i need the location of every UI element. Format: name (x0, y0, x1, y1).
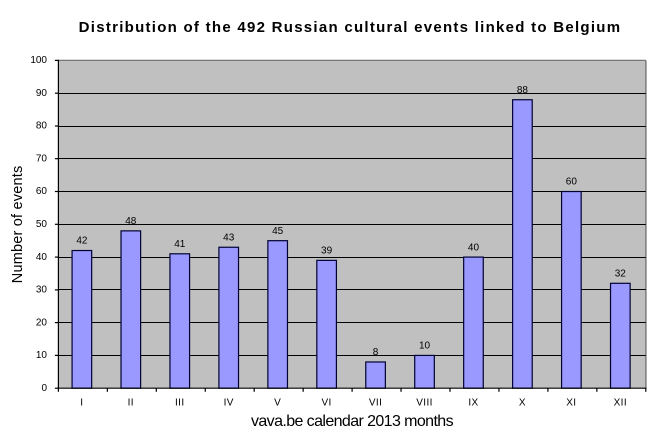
svg-text:VI: VI (321, 398, 331, 409)
svg-text:60: 60 (566, 177, 578, 188)
svg-text:Distribution of the 492 Russia: Distribution of the 492 Russian cultural… (79, 19, 622, 36)
svg-text:60: 60 (36, 186, 48, 197)
svg-text:39: 39 (321, 246, 333, 257)
svg-text:10: 10 (36, 350, 48, 361)
svg-text:32: 32 (615, 269, 627, 280)
svg-text:43: 43 (223, 232, 235, 243)
svg-text:XII: XII (614, 398, 627, 409)
svg-text:V: V (274, 398, 281, 409)
svg-text:45: 45 (272, 226, 284, 237)
svg-text:100: 100 (30, 55, 47, 66)
svg-text:20: 20 (36, 317, 48, 328)
svg-text:Number of events: Number of events (10, 166, 26, 284)
svg-text:VII: VII (369, 398, 382, 409)
svg-text:30: 30 (36, 285, 48, 296)
svg-text:88: 88 (517, 85, 529, 96)
svg-text:0: 0 (41, 383, 47, 394)
svg-text:40: 40 (36, 252, 48, 263)
svg-text:42: 42 (76, 236, 88, 247)
svg-text:X: X (519, 398, 526, 409)
svg-text:III: III (175, 398, 185, 409)
svg-text:50: 50 (36, 219, 48, 230)
svg-text:90: 90 (36, 88, 48, 99)
svg-text:41: 41 (174, 239, 186, 250)
svg-text:80: 80 (36, 121, 48, 132)
svg-text:XI: XI (566, 398, 576, 409)
svg-text:8: 8 (373, 347, 379, 358)
svg-text:48: 48 (125, 216, 137, 227)
svg-text:vava.be calendar 2013 months: vava.be calendar 2013 months (251, 413, 454, 430)
svg-text:I: I (80, 398, 83, 409)
svg-text:40: 40 (468, 242, 480, 253)
svg-text:IV: IV (224, 398, 234, 409)
svg-text:10: 10 (419, 341, 431, 352)
svg-text:IX: IX (468, 398, 478, 409)
svg-text:II: II (128, 398, 134, 409)
svg-text:VIII: VIII (416, 398, 433, 409)
svg-text:70: 70 (36, 153, 48, 164)
